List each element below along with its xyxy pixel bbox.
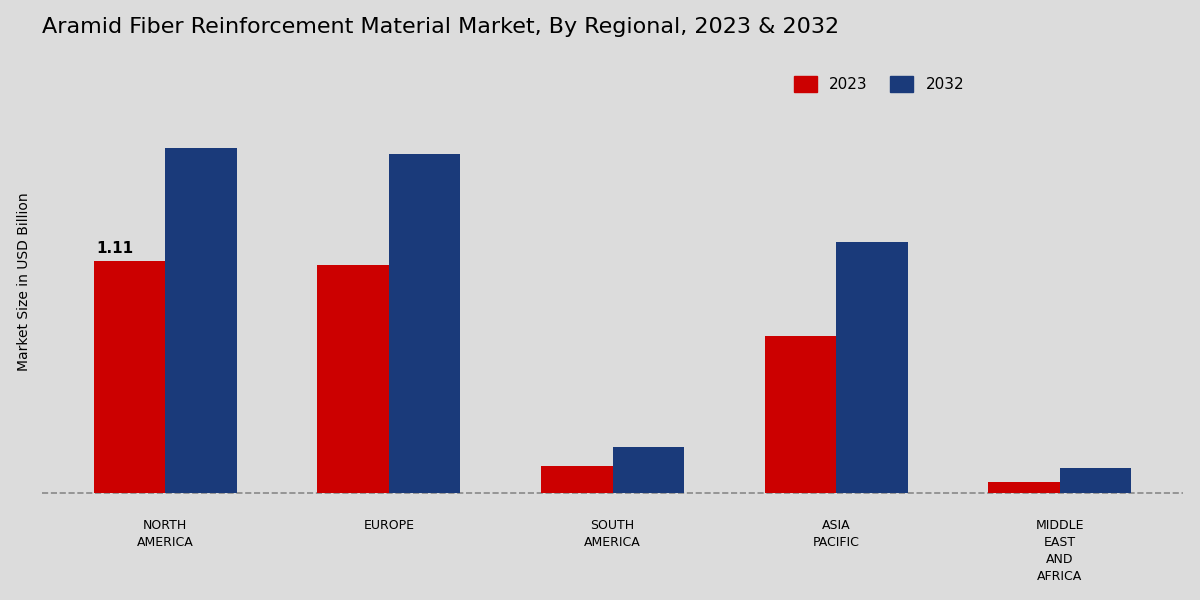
Bar bbox=[836, 242, 907, 493]
Text: Aramid Fiber Reinforcement Material Market, By Regional, 2023 & 2032: Aramid Fiber Reinforcement Material Mark… bbox=[42, 17, 839, 37]
Legend: 2023, 2032: 2023, 2032 bbox=[787, 70, 971, 98]
Bar bbox=[1060, 468, 1132, 493]
Bar bbox=[389, 154, 461, 493]
Bar bbox=[989, 482, 1060, 493]
Bar bbox=[612, 447, 684, 493]
Bar bbox=[94, 260, 166, 493]
Bar bbox=[317, 265, 389, 493]
Text: 1.11: 1.11 bbox=[96, 241, 133, 256]
Bar bbox=[166, 148, 236, 493]
Bar bbox=[541, 466, 612, 493]
Bar bbox=[764, 336, 836, 493]
Y-axis label: Market Size in USD Billion: Market Size in USD Billion bbox=[17, 192, 31, 371]
